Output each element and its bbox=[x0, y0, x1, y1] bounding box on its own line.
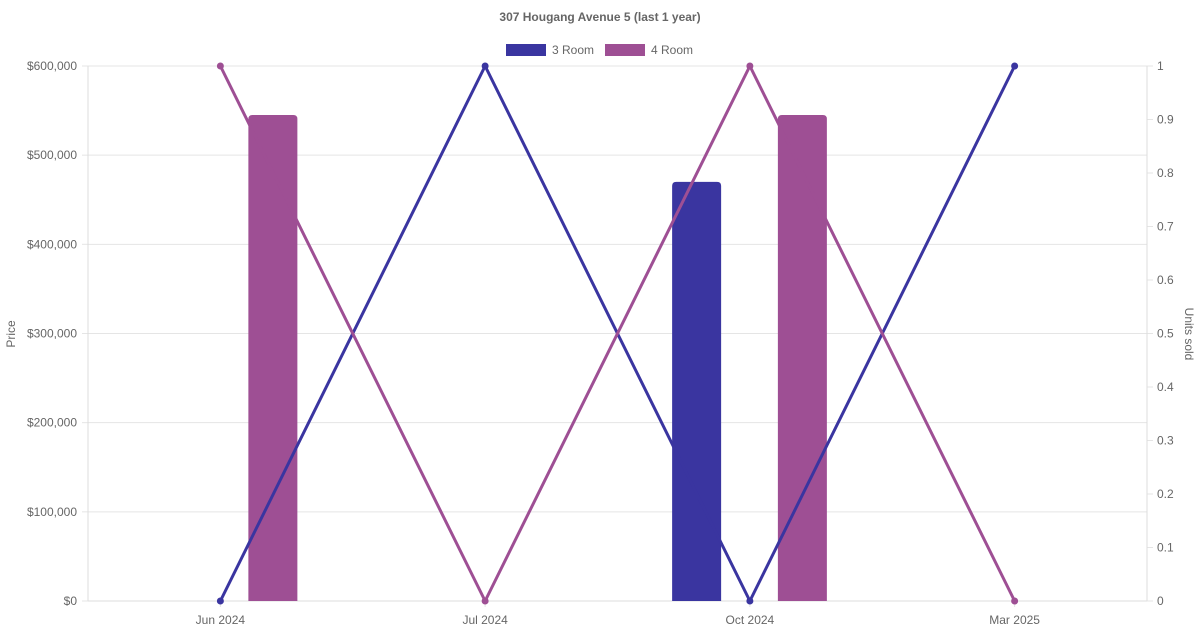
point-3-room-jun-2024[interactable] bbox=[216, 597, 224, 605]
y-left-tick-label: $0 bbox=[64, 594, 78, 608]
point-3-room-jul-2024[interactable] bbox=[481, 62, 489, 70]
bar-3-room-jul-2024[interactable] bbox=[672, 181, 722, 601]
y-right-tick-label: 0.3 bbox=[1157, 434, 1174, 448]
line-4-room bbox=[219, 64, 1016, 603]
y-right-tick-label: 0.4 bbox=[1157, 380, 1174, 394]
y-left-axis-title: Price bbox=[4, 320, 18, 348]
point-4-room-jul-2024[interactable] bbox=[481, 597, 489, 605]
bars bbox=[248, 115, 827, 602]
y-left-tick-label: $100,000 bbox=[27, 505, 77, 519]
y-right-tick-label: 0.2 bbox=[1157, 487, 1174, 501]
y-right-tick-label: 0.1 bbox=[1157, 541, 1174, 555]
point-4-room-jun-2024[interactable] bbox=[216, 62, 224, 70]
legend-item-4-room[interactable]: 4 Room bbox=[605, 43, 693, 57]
point-4-room-oct-2024[interactable] bbox=[746, 62, 754, 70]
y-right-tick-label: 0.7 bbox=[1157, 220, 1174, 234]
y-left-tick-label: $600,000 bbox=[27, 59, 77, 73]
bar-4-room-jun-2024[interactable] bbox=[248, 115, 298, 602]
y-left-tick-label: $500,000 bbox=[27, 148, 77, 162]
point-3-room-mar-2025[interactable] bbox=[1011, 62, 1019, 70]
legend-label-3-room: 3 Room bbox=[552, 43, 594, 57]
x-tick-label-mar-2025: Mar 2025 bbox=[989, 613, 1040, 627]
legend-swatch-3-room bbox=[506, 44, 546, 56]
y-right-tick-label: 0 bbox=[1157, 594, 1164, 608]
y-left-tick-label: $300,000 bbox=[27, 327, 77, 341]
axes: $0 $100,000 $200,000 $300,000 $400,000 $500,0… bbox=[27, 59, 1174, 627]
y-right-tick-label: 1 bbox=[1157, 59, 1164, 73]
x-tick-label-jun-2024: Jun 2024 bbox=[196, 613, 246, 627]
y-right-tick-label: 0.9 bbox=[1157, 113, 1174, 127]
y-left-tick-label: $200,000 bbox=[27, 416, 77, 430]
y-right-tick-label: 0.8 bbox=[1157, 166, 1174, 180]
bar-4-room-oct-2024[interactable] bbox=[777, 115, 827, 602]
y-right-tick-label: 0.6 bbox=[1157, 273, 1174, 287]
x-tick-label-jul-2024: Jul 2024 bbox=[462, 613, 508, 627]
legend-label-4-room: 4 Room bbox=[651, 43, 693, 57]
legend: 3 Room 4 Room bbox=[506, 43, 693, 57]
y-right-axis-title: Units sold bbox=[1182, 308, 1196, 361]
point-4-room-mar-2025[interactable] bbox=[1011, 597, 1019, 605]
legend-swatch-4-room bbox=[605, 44, 645, 56]
y-left-tick-label: $400,000 bbox=[27, 237, 77, 251]
chart-title: 307 Hougang Avenue 5 (last 1 year) bbox=[499, 10, 700, 24]
y-right-tick-label: 0.5 bbox=[1157, 327, 1174, 341]
lines bbox=[216, 62, 1019, 605]
point-3-room-oct-2024[interactable] bbox=[746, 597, 754, 605]
legend-item-3-room[interactable]: 3 Room bbox=[506, 43, 594, 57]
x-tick-label-oct-2024: Oct 2024 bbox=[726, 613, 775, 627]
